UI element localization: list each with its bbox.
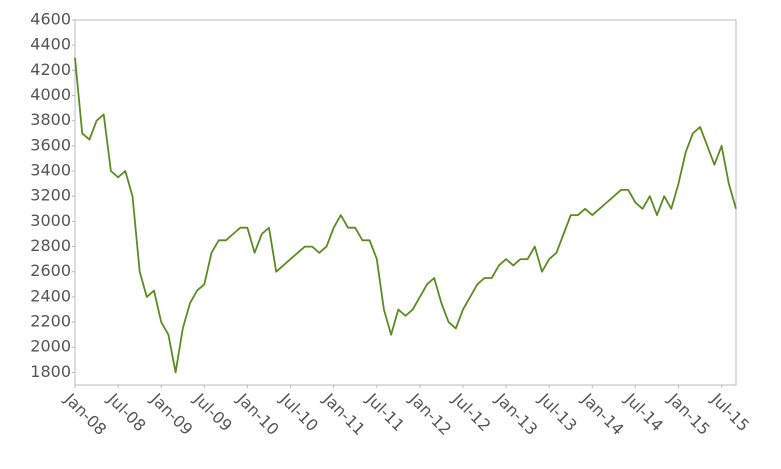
y-tick-label: 4600 — [30, 10, 71, 29]
y-tick-label: 3200 — [30, 186, 71, 205]
x-tick-label: Jan-14 — [578, 389, 628, 439]
y-tick-label: 2600 — [30, 261, 71, 280]
x-tick-label: Jul-08 — [103, 389, 149, 435]
y-tick-label: 3800 — [30, 110, 71, 129]
x-tick-label: Jan-15 — [664, 389, 714, 439]
x-tick-label: Jan-08 — [60, 389, 110, 439]
x-tick-label: Jan-10 — [233, 389, 283, 439]
y-tick-label: 2800 — [30, 236, 71, 255]
x-tick-label: Jul-11 — [362, 389, 408, 435]
y-tick-label: 2400 — [30, 286, 71, 305]
y-tick-label: 4200 — [30, 60, 71, 79]
x-tick-label: Jan-12 — [405, 389, 455, 439]
y-tick-label: 2000 — [30, 337, 71, 356]
x-tick-label: Jul-09 — [190, 389, 236, 435]
x-tick-label: Jul-15 — [707, 389, 753, 435]
x-tick-label: Jan-09 — [146, 389, 196, 439]
x-tick-label: Jul-14 — [621, 389, 667, 435]
y-tick-label: 4400 — [30, 35, 71, 54]
y-tick-label: 3400 — [30, 161, 71, 180]
x-tick-label: Jan-13 — [491, 389, 541, 439]
y-tick-label: 1800 — [30, 362, 71, 381]
y-tick-label: 3600 — [30, 135, 71, 154]
y-tick-label: 4000 — [30, 85, 71, 104]
line — [74, 57, 737, 374]
y-tick-label: 3000 — [30, 211, 71, 230]
x-tick-label: Jul-13 — [534, 389, 580, 435]
x-tick-label: Jul-10 — [276, 389, 322, 435]
x-tick-label: Jul-12 — [448, 389, 494, 435]
y-tick-label: 2200 — [30, 312, 71, 331]
plot-frame — [74, 19, 737, 386]
x-tick-label: Jan-11 — [319, 389, 369, 439]
